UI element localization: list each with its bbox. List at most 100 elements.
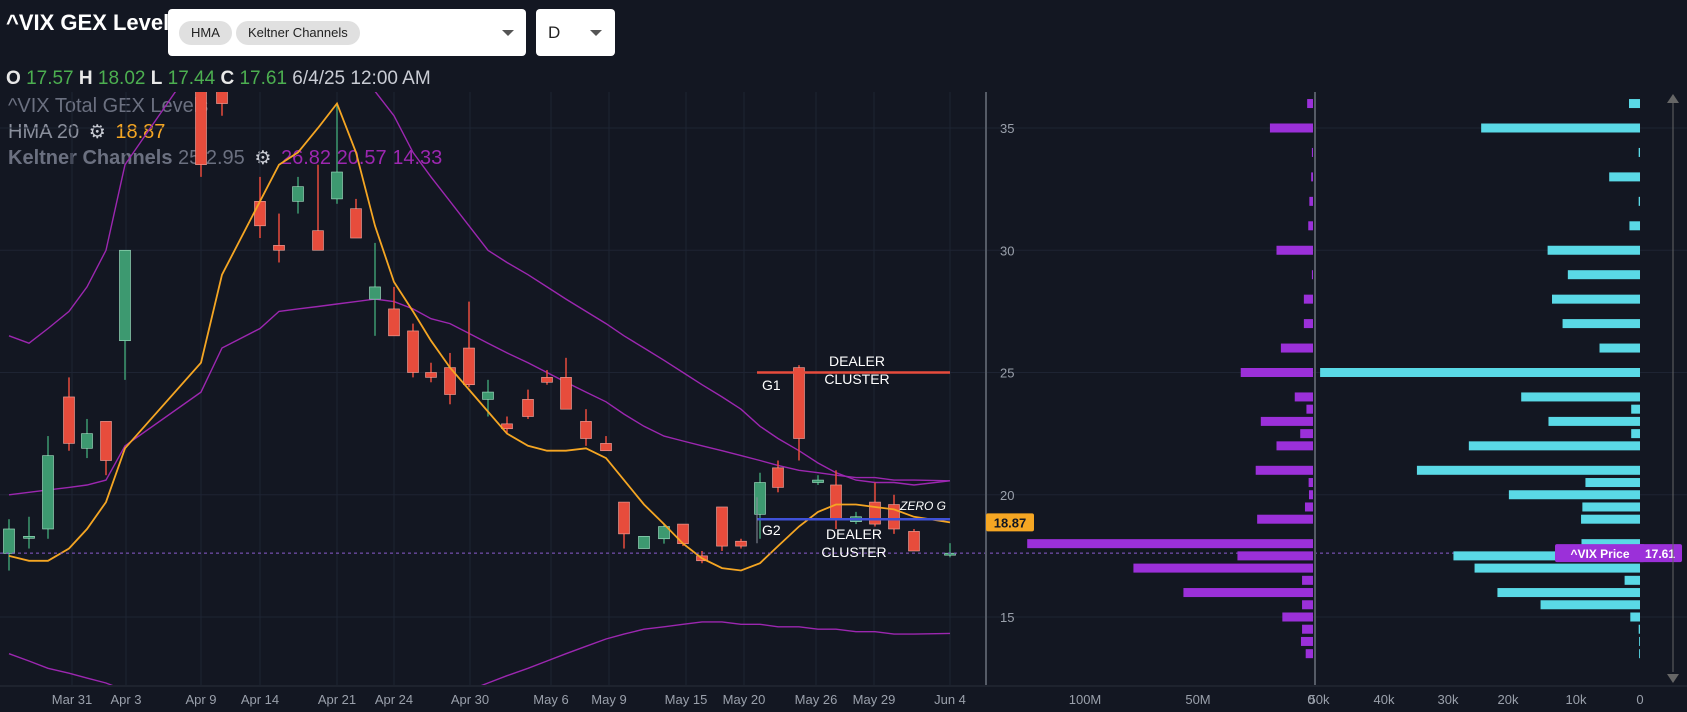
price-plot (3, 92, 956, 685)
gex-oi-bar (1624, 575, 1640, 585)
gex-total-bar (1276, 245, 1313, 255)
candle (63, 396, 75, 444)
gex-oi-bar (1497, 588, 1640, 598)
gex-oi-tick-label: 0 (1636, 692, 1643, 707)
keltner-upper-line (8, 92, 951, 486)
gex-total-bar (1294, 392, 1313, 402)
hma-value: 18.87 (115, 121, 166, 143)
gex-total-bar (1260, 416, 1313, 426)
candle (618, 501, 630, 535)
date-tick-label: Apr 21 (318, 692, 356, 707)
gex-total-bar (1307, 99, 1313, 109)
low-label: L (150, 68, 163, 89)
candle (42, 455, 54, 530)
gex-oi-bar (1562, 319, 1640, 329)
price-tick-label: 25 (1000, 366, 1014, 381)
gex-total-bar (1306, 404, 1313, 414)
candle (425, 372, 437, 378)
gex-oi-bar (1582, 502, 1640, 512)
candle (273, 245, 285, 251)
gex-total-bar (1255, 465, 1313, 475)
gex-oi-bar (1639, 636, 1640, 646)
hma-legend[interactable]: HMA 20 ⚙ 18.87 (8, 121, 165, 144)
date-tick-label: May 15 (665, 692, 708, 707)
g2-label: G2 (762, 522, 781, 538)
scroll-down-arrow-icon[interactable] (1667, 674, 1679, 683)
open-value: 17.57 (26, 68, 74, 89)
gex-total-bar (1280, 343, 1313, 353)
price-tag-value-bg (1638, 544, 1682, 563)
candle (580, 421, 592, 439)
gex-oi-tick-label: 10k (1566, 692, 1587, 707)
dealer-cluster-bottom-label: CLUSTER (821, 544, 886, 560)
gex-total-bar (1311, 172, 1313, 182)
candle (560, 377, 572, 410)
gex-oi-tick-label: 20k (1498, 692, 1519, 707)
candle (331, 171, 343, 200)
candle (812, 479, 824, 483)
keltner-legend[interactable]: Keltner Channels 25 2.95 ⚙ 26.82 20.57 1… (8, 147, 442, 170)
gex-total-bar (1311, 147, 1313, 157)
price-tick-label: 20 (1000, 488, 1014, 503)
gex-oi-bar (1631, 404, 1640, 414)
close-label: C (220, 68, 235, 89)
gex-oi-bar (1552, 294, 1640, 304)
gex-oi-bar (1548, 416, 1640, 426)
gex-oi-bar (1474, 563, 1640, 573)
gex-oi-bar (1630, 612, 1640, 622)
indicator-select[interactable]: HMA Keltner Channels (168, 9, 526, 56)
date-tick-label: Apr 9 (185, 692, 216, 707)
candle (830, 484, 842, 520)
gex-oi-bar (1629, 221, 1640, 231)
gex-total-bar (1302, 575, 1313, 585)
candle (541, 377, 553, 383)
candle (716, 506, 728, 547)
candle (216, 92, 228, 104)
timeframe-select[interactable]: D (536, 9, 615, 56)
candle (735, 540, 747, 547)
gex-total-bar (1304, 502, 1313, 512)
gex-oi-bar (1468, 441, 1640, 451)
chevron-down-icon[interactable] (590, 30, 602, 36)
candle (522, 399, 534, 417)
date-tick-label: May 29 (853, 692, 896, 707)
gex-total-bar (1308, 221, 1313, 231)
hma-badge-text: 18.87 (994, 515, 1027, 530)
scroll-up-arrow-icon[interactable] (1667, 94, 1679, 103)
gex-oi-bar (1631, 429, 1640, 439)
gex-total-bar (1300, 429, 1313, 439)
candle (407, 330, 419, 373)
candle (312, 230, 324, 251)
gex-total-bar (1305, 649, 1313, 659)
date-tick-label: May 9 (591, 692, 626, 707)
keltner-mid-line (8, 298, 951, 496)
candle (869, 501, 881, 525)
hma-value-badge (986, 513, 1034, 532)
indicator-chip-keltner[interactable]: Keltner Channels (236, 21, 360, 45)
gex-oi-bar (1453, 551, 1640, 561)
gex-oi-bar (1416, 465, 1640, 475)
candle (3, 528, 15, 554)
candle (793, 367, 805, 439)
price-tag-label-bg (1555, 544, 1645, 563)
keltner-lower-line (8, 621, 951, 685)
gex-total-bar (1308, 490, 1313, 500)
date-tick-label: Jun 4 (934, 692, 966, 707)
candle (23, 536, 35, 539)
ohlc-readout: O 17.57 H 18.02 L 17.44 C 17.61 6/4/25 1… (6, 68, 431, 90)
gex-total-bar (1257, 514, 1313, 524)
candle (81, 433, 93, 449)
gear-icon[interactable]: ⚙ (254, 148, 272, 169)
chevron-down-icon[interactable] (502, 30, 514, 36)
bar-datetime: 6/4/25 12:00 AM (292, 68, 431, 89)
app-title: ^VIX GEX Levels (6, 10, 182, 35)
gex-oi-bar (1639, 649, 1640, 659)
indicator-chip-hma[interactable]: HMA (179, 21, 232, 45)
series-title: ^VIX Total GEX Levels (8, 95, 209, 117)
date-tick-label: Apr 14 (241, 692, 279, 707)
gear-icon[interactable]: ⚙ (88, 122, 106, 143)
gex-total-bar (1183, 588, 1313, 598)
hma-params: 20 (56, 121, 80, 143)
gex-oi-bar (1638, 624, 1640, 634)
